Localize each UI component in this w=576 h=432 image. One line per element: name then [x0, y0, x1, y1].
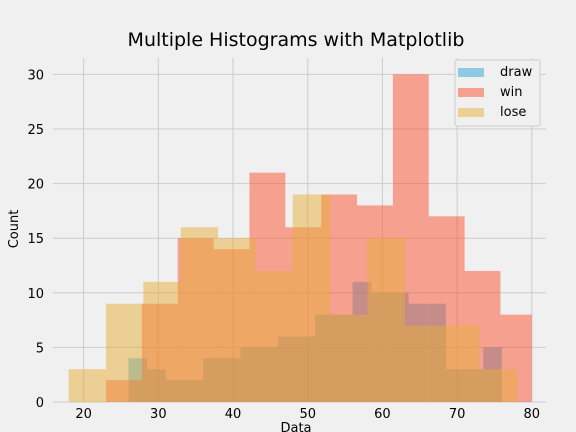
x-tick-label: 50	[299, 407, 316, 422]
lose-bar	[404, 325, 443, 402]
legend-label-win: win	[500, 85, 522, 100]
y-tick-label: 20	[27, 178, 44, 193]
y-tick-label: 0	[36, 396, 44, 411]
x-tick-label: 20	[75, 407, 92, 422]
x-tick-label: 60	[374, 407, 391, 422]
series-lose	[68, 194, 517, 402]
x-tick-label: 80	[524, 407, 541, 422]
y-tick-label: 5	[36, 341, 44, 356]
lose-bar	[330, 314, 368, 402]
lose-bar	[479, 369, 517, 402]
y-axis-ticks: 0 5 10 15 20 25 30	[27, 68, 44, 411]
legend-swatch-draw	[458, 68, 484, 77]
x-tick-label: 30	[150, 407, 167, 422]
lose-bar	[106, 303, 144, 402]
lose-bar	[180, 227, 219, 402]
y-axis-label: Count	[7, 210, 22, 249]
x-axis-ticks: 20 30 40 50 60 70 80	[75, 407, 540, 422]
y-tick-label: 25	[27, 123, 44, 138]
lose-bar	[143, 281, 181, 402]
chart-title: Multiple Histograms with Matplotlib	[128, 29, 465, 51]
legend-label-draw: draw	[500, 65, 533, 80]
lose-bar	[292, 194, 331, 402]
lose-bar	[68, 369, 107, 402]
legend-swatch-lose	[458, 108, 484, 117]
x-tick-label: 40	[225, 407, 242, 422]
y-tick-label: 10	[27, 287, 44, 302]
lose-bar	[218, 238, 256, 402]
legend: draw win lose	[454, 59, 541, 127]
lose-bar	[442, 325, 480, 402]
x-tick-label: 70	[449, 407, 466, 422]
histogram-bars	[68, 74, 532, 402]
legend-swatch-win	[458, 88, 484, 97]
lose-bar	[255, 270, 293, 402]
legend-label-lose: lose	[500, 105, 526, 120]
lose-bar	[367, 238, 405, 402]
y-tick-label: 15	[27, 232, 44, 247]
y-tick-label: 30	[27, 68, 44, 83]
x-axis-label: Data	[280, 421, 311, 432]
